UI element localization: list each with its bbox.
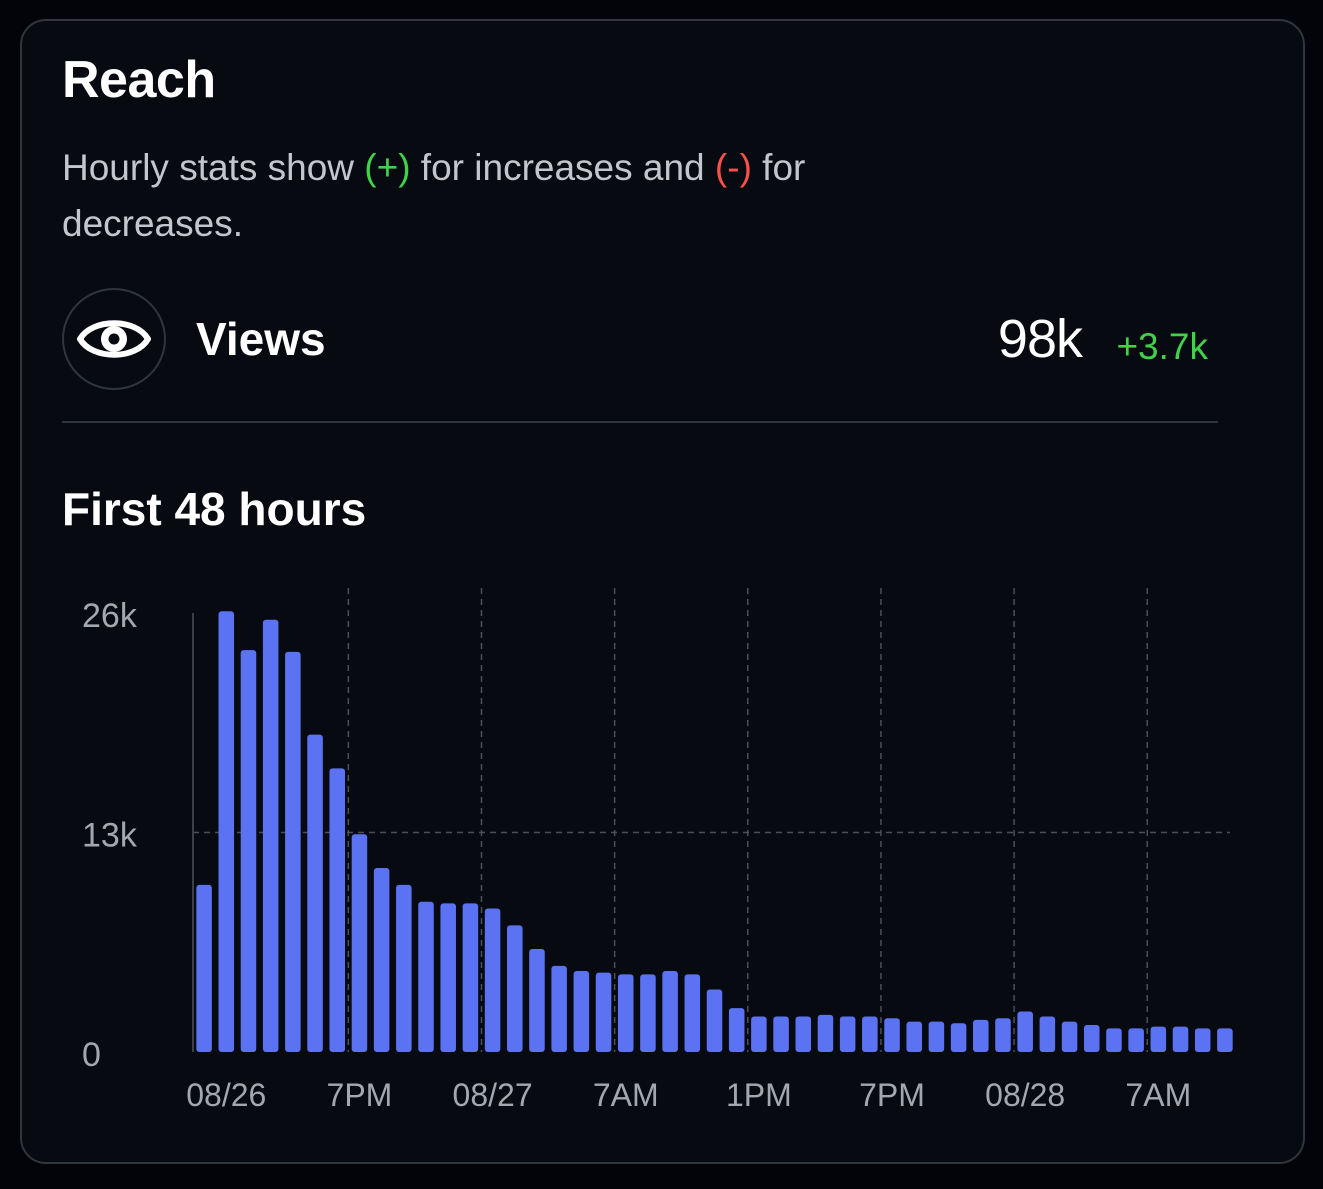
bar (307, 734, 323, 1052)
y-tick-label: 13k (82, 817, 138, 855)
bar (950, 1023, 967, 1052)
chart-title: First 48 hours (62, 483, 367, 535)
bar (1061, 1021, 1078, 1052)
metric-label: Views (196, 313, 326, 365)
bar (1217, 1028, 1233, 1052)
bar (817, 1014, 834, 1052)
bar (773, 1016, 789, 1052)
bar (1150, 1026, 1167, 1052)
bar (529, 949, 545, 1052)
bar (662, 970, 678, 1052)
bar (440, 903, 456, 1052)
views-metric-row: Views 98k +3.7k (62, 288, 1218, 392)
bar (418, 901, 434, 1052)
bar (839, 1016, 856, 1052)
bar (928, 1021, 945, 1052)
bar (240, 650, 257, 1052)
bar (551, 965, 567, 1052)
bar (285, 651, 301, 1052)
bar (373, 867, 390, 1052)
subtitle-text-3: for decreases. (62, 147, 806, 244)
bar (706, 989, 723, 1052)
x-tick-label: 08/28 (985, 1077, 1065, 1113)
bar (684, 974, 701, 1052)
bar (1083, 1024, 1100, 1052)
bar (906, 1021, 922, 1052)
minus-marker: (-) (714, 147, 752, 188)
subtitle-text-1: Hourly stats show (62, 147, 365, 188)
plus-marker: (+) (364, 147, 411, 188)
bar (1194, 1028, 1211, 1052)
bar (1172, 1026, 1189, 1052)
x-tick-label: 1PM (726, 1077, 792, 1113)
bar (728, 1008, 745, 1052)
bar (995, 1018, 1011, 1052)
card-title: Reach (62, 51, 216, 109)
x-tick-label: 7PM (859, 1077, 925, 1113)
bar (484, 908, 501, 1052)
x-tick-label: 7PM (327, 1077, 393, 1113)
bar (462, 903, 479, 1052)
divider (62, 421, 1218, 423)
bar (573, 970, 590, 1052)
eye-icon (77, 320, 151, 358)
bar (795, 1016, 812, 1052)
y-tick-label: 26k (82, 597, 138, 635)
card-subtitle: Hourly stats show (+) for increases and … (62, 140, 942, 252)
metric-delta: +3.7k (1116, 326, 1208, 367)
y-tick-label: 0 (82, 1036, 101, 1074)
bar (396, 884, 412, 1052)
bar (507, 925, 523, 1052)
subtitle-text-2: for increases and (410, 147, 715, 188)
bar (595, 972, 612, 1052)
x-tick-label: 08/26 (186, 1077, 266, 1113)
bar (329, 768, 346, 1052)
bar (1128, 1028, 1144, 1052)
bar (751, 1016, 767, 1052)
bar (351, 834, 368, 1052)
bar (617, 974, 634, 1052)
bar (1039, 1016, 1056, 1052)
bar (1106, 1028, 1122, 1052)
bar (862, 1016, 878, 1052)
eye-icon-container (62, 288, 166, 390)
bar (973, 1019, 989, 1052)
bar (884, 1018, 900, 1052)
metric-value: 98k (997, 309, 1083, 369)
bar (196, 884, 212, 1052)
bar (218, 611, 235, 1052)
bar (262, 619, 279, 1052)
bar (1017, 1011, 1033, 1052)
bar (640, 974, 656, 1052)
x-tick-label: 08/27 (453, 1077, 533, 1113)
x-tick-label: 7AM (593, 1077, 659, 1113)
x-tick-label: 7AM (1125, 1077, 1191, 1113)
